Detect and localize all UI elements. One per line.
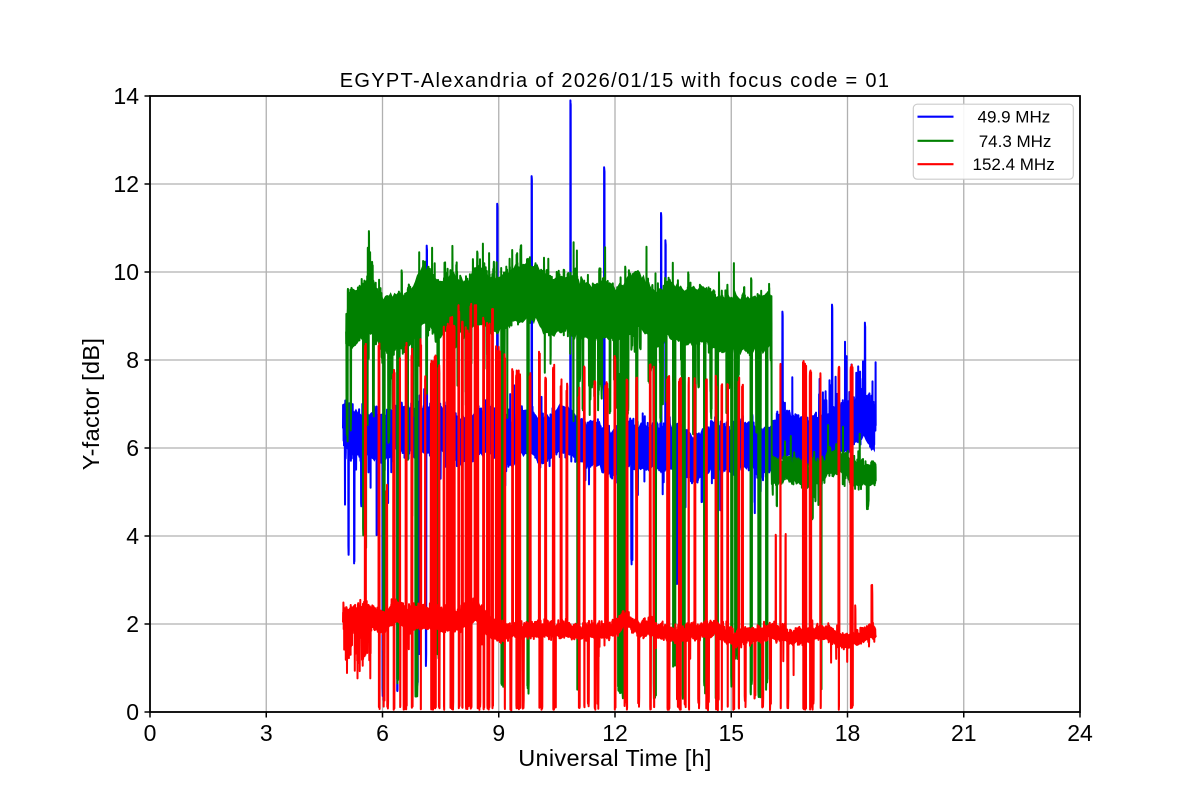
svg-text:18: 18: [835, 720, 861, 746]
svg-text:3: 3: [260, 720, 273, 746]
svg-text:6: 6: [126, 435, 139, 461]
svg-text:6: 6: [376, 720, 389, 746]
svg-text:0: 0: [126, 699, 139, 725]
svg-text:9: 9: [492, 720, 505, 746]
svg-text:15: 15: [718, 720, 744, 746]
svg-text:8: 8: [126, 347, 139, 373]
svg-text:Y-factor [dB]: Y-factor [dB]: [78, 338, 104, 470]
svg-text:21: 21: [951, 720, 977, 746]
svg-text:EGYPT-Alexandria of 2026/01/15: EGYPT-Alexandria of 2026/01/15 with focu…: [340, 70, 891, 92]
svg-text:10: 10: [113, 259, 139, 285]
svg-text:4: 4: [126, 523, 139, 549]
svg-text:24: 24: [1067, 720, 1093, 746]
svg-text:49.9 MHz: 49.9 MHz: [978, 108, 1051, 127]
svg-text:152.4 MHz: 152.4 MHz: [973, 155, 1055, 174]
svg-text:12: 12: [113, 171, 139, 197]
svg-text:12: 12: [602, 720, 628, 746]
svg-text:0: 0: [144, 720, 157, 746]
svg-text:2: 2: [126, 611, 139, 637]
svg-text:74.3 MHz: 74.3 MHz: [979, 132, 1052, 151]
svg-text:14: 14: [113, 83, 139, 109]
svg-text:Universal Time [h]: Universal Time [h]: [518, 745, 711, 771]
